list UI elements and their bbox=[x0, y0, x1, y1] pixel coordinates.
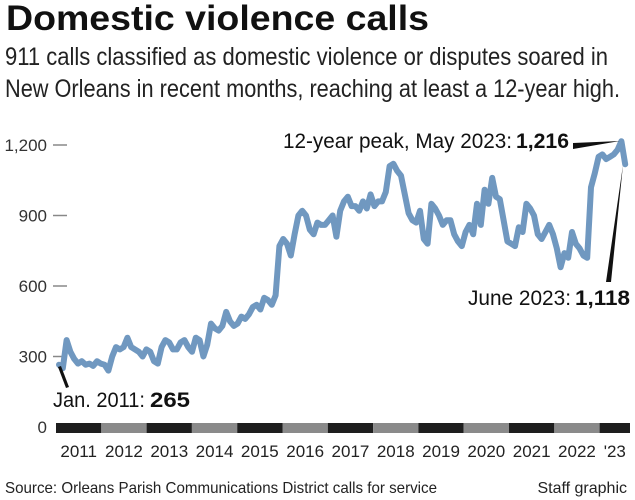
x-tick-label: 2012 bbox=[105, 442, 143, 461]
x-tick-label: 2018 bbox=[377, 442, 415, 461]
peak-annotation-label: 12-year peak, May 2023: bbox=[283, 130, 512, 153]
year-band bbox=[463, 423, 509, 433]
year-band bbox=[554, 423, 600, 433]
x-tick-label: 2016 bbox=[286, 442, 324, 461]
x-tick-label: 2020 bbox=[467, 442, 505, 461]
chart-title: Domestic violence calls bbox=[6, 0, 429, 38]
year-band bbox=[418, 423, 464, 433]
y-tick-label: 900 bbox=[19, 207, 47, 226]
y-tick-label: 600 bbox=[19, 277, 47, 296]
source-note: Source: Orleans Parish Communications Di… bbox=[5, 480, 437, 497]
x-axis: 2011 2012 2013 2014 2015 2016 2017 2018 2019 2020… bbox=[56, 423, 630, 461]
x-tick-label: '23 bbox=[604, 442, 626, 461]
x-tick-label: 2019 bbox=[422, 442, 460, 461]
year-band bbox=[56, 423, 102, 433]
june-annotation-label: June 2023: bbox=[468, 287, 571, 310]
year-band bbox=[237, 423, 283, 433]
y-tick-label: 300 bbox=[19, 348, 47, 367]
june-pointer bbox=[606, 165, 623, 282]
y-axis: 0 300 600 900 1,200 bbox=[4, 136, 67, 437]
x-tick-label: 2013 bbox=[150, 442, 188, 461]
x-tick-label: 2011 bbox=[60, 442, 97, 461]
y-tick-label: 1,200 bbox=[4, 136, 47, 155]
year-band bbox=[599, 423, 630, 433]
jan-annotation-label: Jan. 2011: bbox=[53, 389, 145, 412]
year-band bbox=[282, 423, 328, 433]
year-band bbox=[509, 423, 555, 433]
jan-annotation-value: 265 bbox=[150, 389, 190, 412]
chart-subtitle-line-1: 911 calls classified as domestic violenc… bbox=[5, 43, 608, 71]
peak-annotation-value: 1,216 bbox=[516, 130, 569, 153]
jan-pointer bbox=[58, 366, 69, 388]
x-tick-label: 2015 bbox=[241, 442, 279, 461]
year-band bbox=[191, 423, 238, 433]
x-tick-label: 2017 bbox=[332, 442, 370, 461]
peak-pointer bbox=[573, 141, 620, 149]
x-tick-label: 2014 bbox=[196, 442, 234, 461]
june-annotation-value: 1,118 bbox=[575, 287, 630, 310]
chart-subtitle-line-2: New Orleans in recent months, reaching a… bbox=[5, 75, 620, 103]
y-tick-label: 0 bbox=[38, 418, 47, 437]
credit-note: Staff graphic bbox=[537, 480, 627, 497]
x-tick-label: 2021 bbox=[513, 442, 551, 461]
year-band bbox=[146, 423, 192, 433]
series-line bbox=[56, 138, 629, 374]
x-tick-label: 2022 bbox=[558, 442, 596, 461]
year-band bbox=[327, 423, 374, 433]
year-band bbox=[373, 423, 419, 433]
year-band bbox=[101, 423, 147, 433]
